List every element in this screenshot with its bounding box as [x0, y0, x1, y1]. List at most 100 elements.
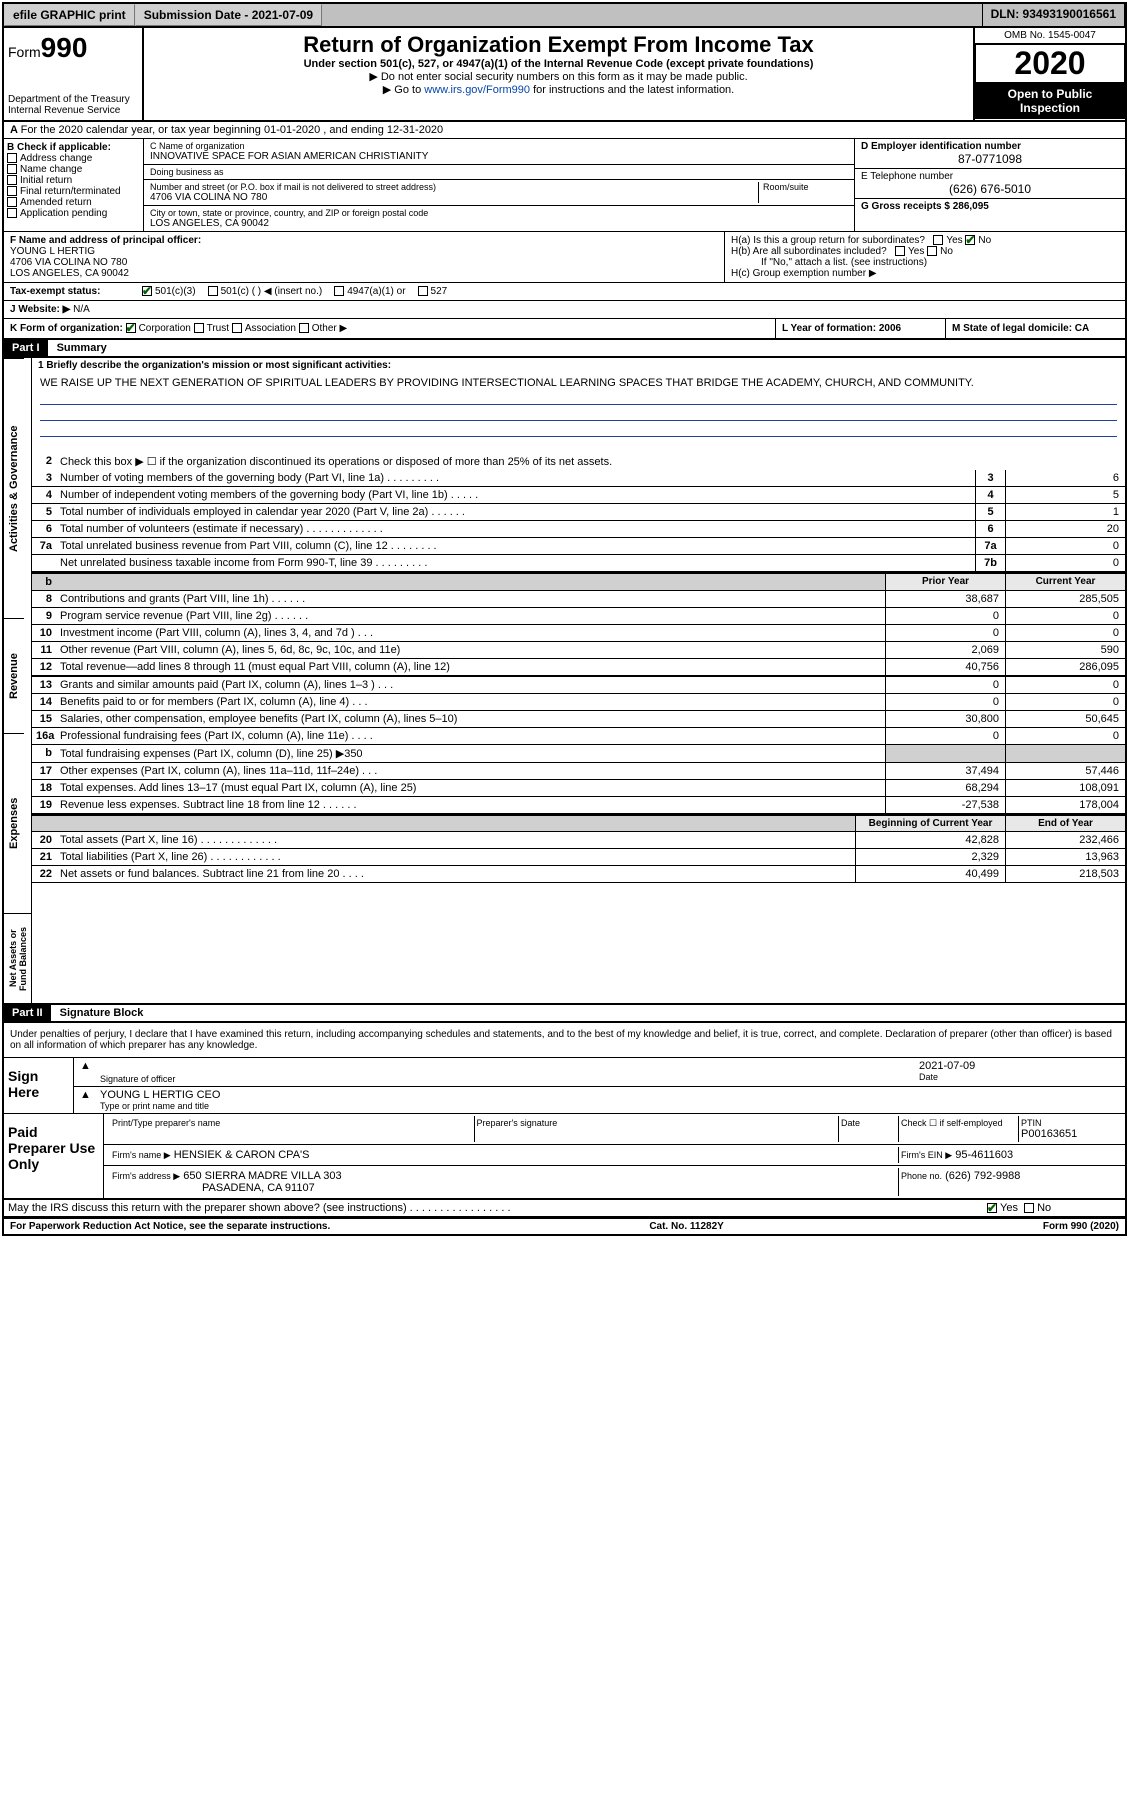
- section-klm: K Form of organization: Corporation Trus…: [4, 319, 1125, 340]
- prior-value: 30,800: [885, 711, 1005, 727]
- dba-label: Doing business as: [150, 167, 848, 177]
- prior-value: 37,494: [885, 763, 1005, 779]
- check-address-change[interactable]: Address change: [7, 153, 140, 164]
- org-name-block: C Name of organization INNOVATIVE SPACE …: [144, 139, 854, 165]
- summary-line: 13 Grants and similar amounts paid (Part…: [32, 677, 1125, 694]
- sig-officer-line: ▲ Signature of officer 2021-07-09 Date: [74, 1058, 1125, 1087]
- line-text: Total liabilities (Part X, line 26) . . …: [56, 849, 855, 865]
- check-501c[interactable]: 501(c) ( ) ◀ (insert no.): [208, 286, 323, 297]
- tab-netassets: Net Assets or Fund Balances: [4, 913, 32, 1003]
- line-num: b: [32, 745, 56, 762]
- current-value: 232,466: [1005, 832, 1125, 848]
- summary-line: 19 Revenue less expenses. Subtract line …: [32, 797, 1125, 814]
- line-num: 22: [32, 866, 56, 882]
- form-note1: ▶ Do not enter social security numbers o…: [154, 70, 963, 83]
- section-f: F Name and address of principal officer:…: [4, 232, 725, 282]
- ha-no[interactable]: [965, 235, 975, 245]
- prior-year-header: Prior Year: [885, 574, 1005, 590]
- revenue-rows: 8 Contributions and grants (Part VIII, l…: [32, 591, 1125, 676]
- ha-row: H(a) Is this a group return for subordin…: [731, 235, 1119, 246]
- check-4947[interactable]: 4947(a)(1) or: [334, 286, 405, 297]
- prior-value: [885, 745, 1005, 762]
- ha-label: H(a) Is this a group return for subordin…: [731, 235, 925, 246]
- ha-yes[interactable]: [933, 235, 943, 245]
- ptin-label: PTIN: [1021, 1118, 1117, 1128]
- sign-here-label: Sign Here: [4, 1058, 74, 1113]
- mission-value: WE RAISE UP THE NEXT GENERATION OF SPIRI…: [40, 377, 974, 389]
- current-value: [1005, 745, 1125, 762]
- dln-label: DLN: 93493190016561: [983, 4, 1125, 26]
- firm-ein-label: Firm's EIN ▶: [901, 1150, 952, 1160]
- line-text: Total revenue—add lines 8 through 11 (mu…: [56, 659, 885, 675]
- check-501c3[interactable]: 501(c)(3): [142, 286, 196, 297]
- hb-no[interactable]: [927, 246, 937, 256]
- officer-name: YOUNG L HERTIG: [10, 246, 718, 257]
- prior-value: 0: [885, 694, 1005, 710]
- prior-value: 0: [885, 608, 1005, 624]
- prior-value: 2,329: [855, 849, 1005, 865]
- governance-rows: 3 Number of voting members of the govern…: [32, 470, 1125, 572]
- line-box: 6: [975, 521, 1005, 537]
- paid-preparer-block: Paid Preparer Use Only Print/Type prepar…: [4, 1114, 1125, 1200]
- hb-yes[interactable]: [895, 246, 905, 256]
- line-value: 0: [1005, 555, 1125, 571]
- firm-name-value: HENSIEK & CARON CPA'S: [174, 1149, 310, 1161]
- check-other[interactable]: Other ▶: [299, 323, 347, 334]
- check-trust[interactable]: Trust: [194, 323, 229, 334]
- cb-label: Name change: [20, 164, 82, 175]
- efile-print-button[interactable]: efile GRAPHIC print: [4, 4, 135, 26]
- section-d: D Employer identification number 87-0771…: [855, 139, 1125, 231]
- sig-officer-label: Signature of officer: [100, 1074, 919, 1084]
- line-value: 5: [1005, 487, 1125, 503]
- check-initial-return[interactable]: Initial return: [7, 175, 140, 186]
- firm-addr2-value: PASADENA, CA 91107: [112, 1182, 896, 1194]
- part1-header-row: Part I Summary: [4, 340, 1125, 358]
- check-assoc[interactable]: Association: [232, 323, 296, 334]
- line-box: 4: [975, 487, 1005, 503]
- expense-rows: 13 Grants and similar amounts paid (Part…: [32, 676, 1125, 814]
- opt-527: 527: [431, 286, 448, 297]
- check-amended[interactable]: Amended return: [7, 197, 140, 208]
- line-num: 13: [32, 677, 56, 693]
- prep-sig-label: Preparer's signature: [477, 1118, 837, 1128]
- summary-line: 4 Number of independent voting members o…: [32, 487, 1125, 504]
- tab-revenue: Revenue: [4, 618, 24, 733]
- f-label: F Name and address of principal officer:: [10, 235, 718, 246]
- underline: [40, 407, 1117, 421]
- current-value: 0: [1005, 728, 1125, 744]
- submission-date-button[interactable]: Submission Date - 2021-07-09: [135, 4, 322, 26]
- city-block: City or town, state or province, country…: [144, 206, 854, 231]
- firm-name-row: Firm's name ▶ HENSIEK & CARON CPA'S Firm…: [104, 1145, 1125, 1166]
- check-final-return[interactable]: Final return/terminated: [7, 186, 140, 197]
- line-text: Program service revenue (Part VIII, line…: [56, 608, 885, 624]
- line-text: Investment income (Part VIII, column (A)…: [56, 625, 885, 641]
- cb-label: Address change: [20, 153, 92, 164]
- line-num: 8: [32, 591, 56, 607]
- discuss-yes[interactable]: [987, 1203, 997, 1213]
- line-text: Total fundraising expenses (Part IX, col…: [56, 745, 885, 762]
- header-center: Return of Organization Exempt From Incom…: [144, 28, 975, 120]
- top-bar-spacer: [322, 4, 982, 26]
- irs-form990-link[interactable]: www.irs.gov/Form990: [424, 84, 530, 96]
- form-note2: ▶ Go to www.irs.gov/Form990 for instruct…: [154, 83, 963, 96]
- check-527[interactable]: 527: [418, 286, 448, 297]
- summary-line: 6 Total number of volunteers (estimate i…: [32, 521, 1125, 538]
- part2-header-row: Part II Signature Block: [4, 1003, 1125, 1023]
- k-label: K Form of organization:: [10, 323, 123, 334]
- self-employed-check[interactable]: Check ☐ if self-employed: [899, 1116, 1019, 1142]
- ein-value: 87-0771098: [861, 152, 1119, 166]
- line-text: Other expenses (Part IX, column (A), lin…: [56, 763, 885, 779]
- section-l: L Year of formation: 2006: [775, 319, 945, 338]
- line-num: 9: [32, 608, 56, 624]
- j-label: J Website: ▶: [10, 304, 70, 315]
- line-text: Total expenses. Add lines 13–17 (must eq…: [56, 780, 885, 796]
- check-app-pending[interactable]: Application pending: [7, 208, 140, 219]
- opt-501c: 501(c) ( ) ◀ (insert no.): [221, 286, 323, 297]
- check-name-change[interactable]: Name change: [7, 164, 140, 175]
- check-corp[interactable]: Corporation: [126, 323, 191, 334]
- current-value: 0: [1005, 608, 1125, 624]
- line-num: 15: [32, 711, 56, 727]
- discuss-no[interactable]: [1024, 1203, 1034, 1213]
- line-box: 7a: [975, 538, 1005, 554]
- line-num: [32, 555, 56, 571]
